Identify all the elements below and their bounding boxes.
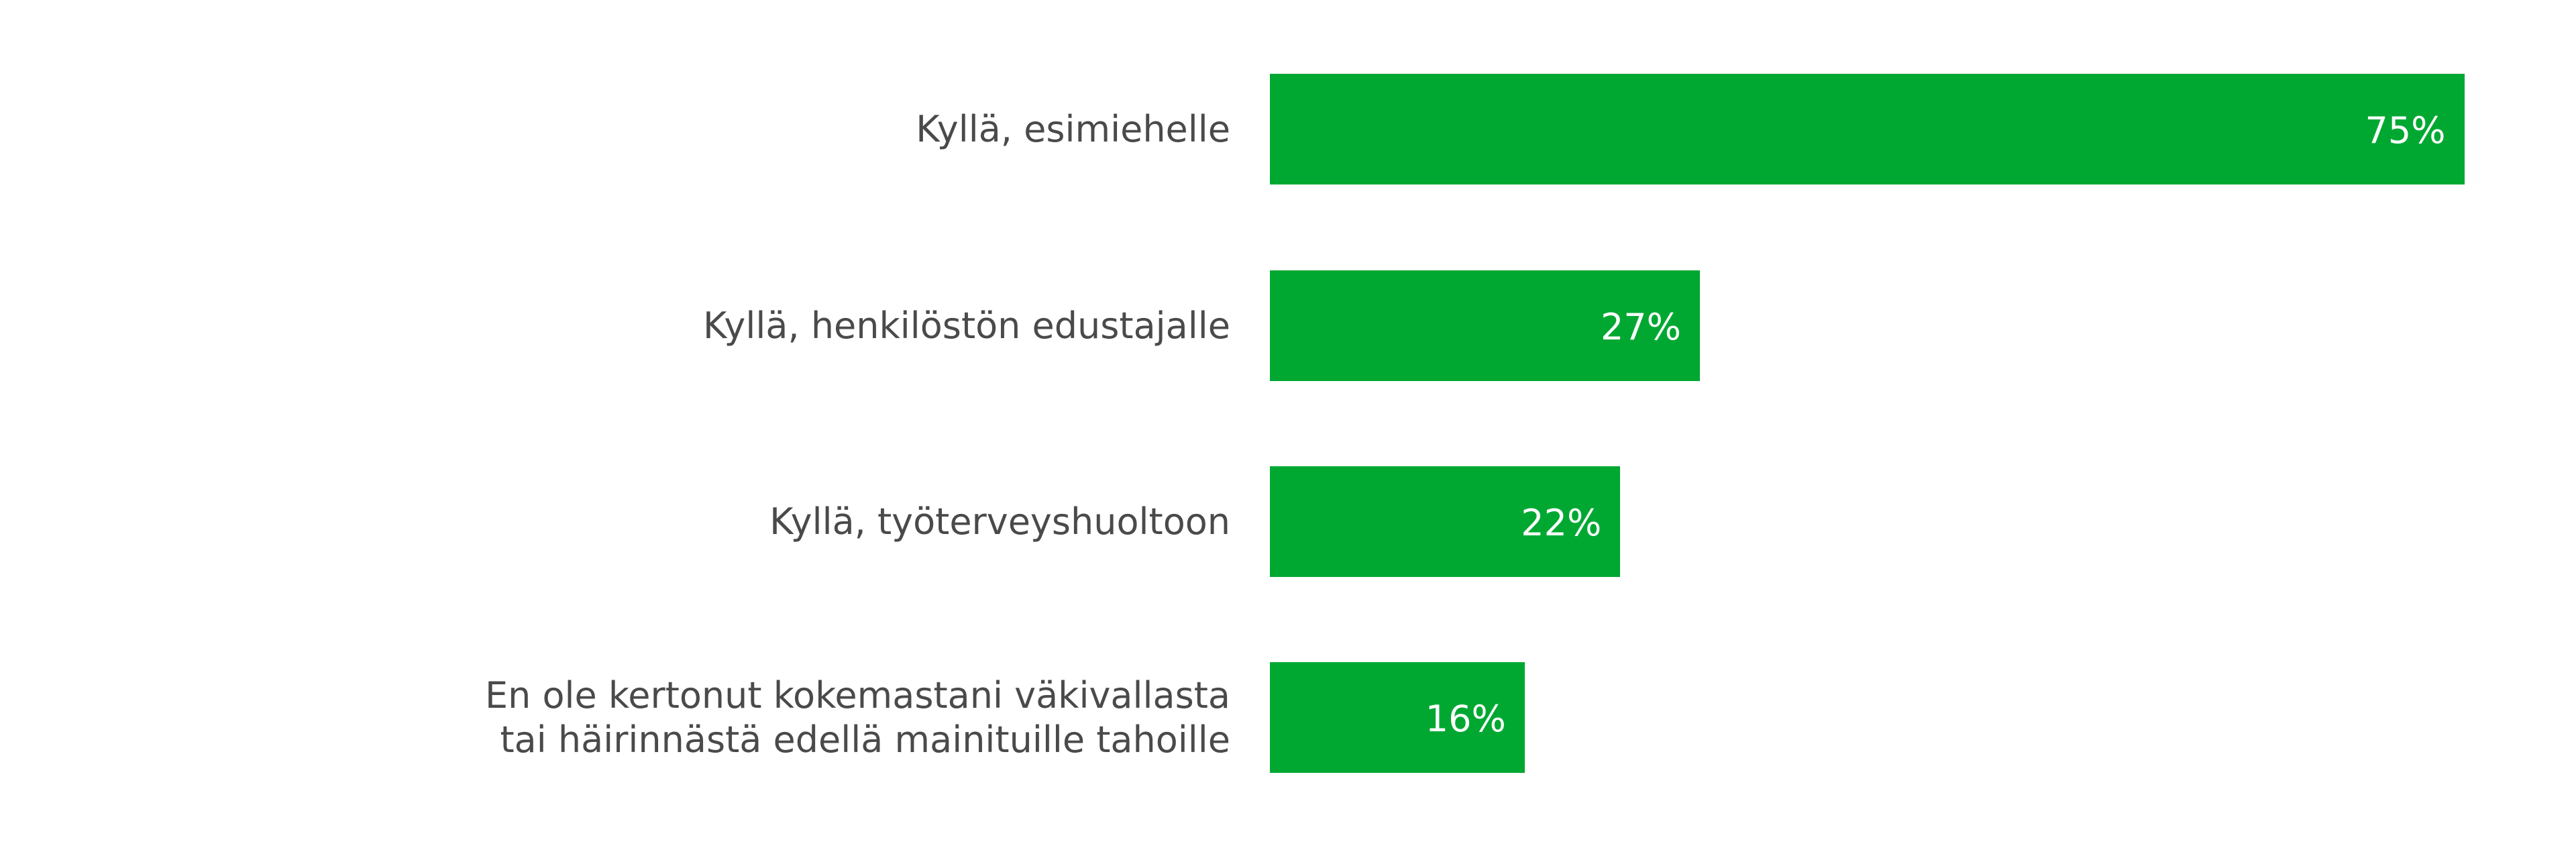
- bar: [1270, 270, 1700, 381]
- bar: [1270, 662, 1525, 773]
- value-label: 75%: [2365, 109, 2446, 152]
- bar: [1270, 74, 2465, 184]
- category-label: En ole kertonut kokemastani väkivallasta…: [484, 674, 1230, 761]
- value-label: 27%: [1600, 305, 1681, 348]
- category-label: Kyllä, esimiehelle: [916, 107, 1230, 150]
- category-label: Kyllä, henkilöstön edustajalle: [702, 304, 1230, 347]
- value-label: 22%: [1521, 501, 1602, 544]
- category-label: Kyllä, työterveyshuoltoon: [769, 500, 1230, 543]
- bar: [1270, 466, 1621, 577]
- value-label: 16%: [1425, 697, 1506, 740]
